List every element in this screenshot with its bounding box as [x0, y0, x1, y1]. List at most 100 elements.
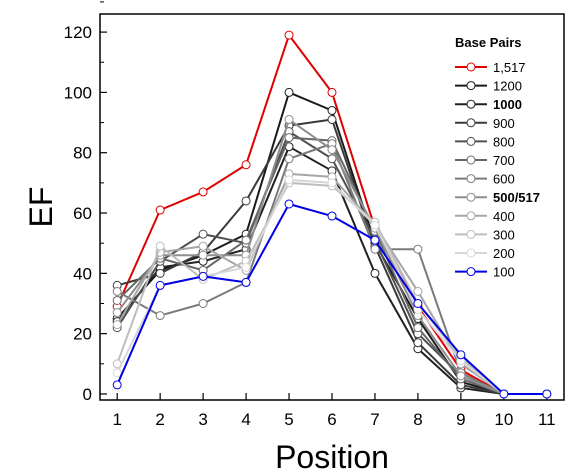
legend-label: 300	[493, 227, 515, 242]
data-point	[241, 235, 251, 245]
legend-label: 600	[493, 172, 515, 187]
x-tick-label: 10	[494, 410, 513, 429]
data-point	[284, 199, 294, 209]
data-point	[370, 220, 380, 230]
x-tick-label: 3	[198, 410, 207, 429]
y-axis-title: EF	[23, 187, 59, 228]
legend-label: 1200	[493, 79, 522, 94]
x-tick-label: 6	[327, 410, 336, 429]
data-point	[370, 268, 380, 278]
data-point	[112, 286, 122, 296]
data-point	[456, 371, 466, 381]
legend-label: 1,517	[493, 60, 526, 75]
data-point	[112, 320, 122, 330]
legend-item: 500/517	[455, 190, 540, 205]
legend-item: 100	[455, 265, 515, 280]
legend-swatch-marker	[466, 174, 476, 184]
data-point	[327, 178, 337, 188]
data-point	[284, 133, 294, 143]
legend-swatch-marker	[466, 99, 476, 109]
data-point	[241, 277, 251, 287]
legend-label: 400	[493, 209, 515, 224]
data-point	[413, 244, 423, 254]
data-point	[112, 380, 122, 390]
data-point	[284, 154, 294, 164]
x-tick-label: 1	[112, 410, 121, 429]
data-point	[327, 211, 337, 221]
legend: Base Pairs 1,517 1200 1000 900 800 700 600 500/5…	[446, 28, 563, 318]
data-point	[198, 229, 208, 239]
data-point	[284, 87, 294, 97]
legend-label: 900	[493, 116, 515, 131]
data-point	[241, 196, 251, 206]
legend-item: 700	[455, 153, 515, 168]
x-tick-label: 2	[155, 410, 164, 429]
legend-swatch-marker	[466, 155, 476, 165]
y-tick-label: 60	[73, 204, 92, 223]
legend-swatch-marker	[466, 81, 476, 91]
legend-label: 500/517	[493, 190, 540, 205]
data-point	[284, 115, 294, 125]
series-100	[112, 199, 552, 399]
data-point	[327, 106, 337, 115]
legend-swatch-marker	[466, 62, 476, 72]
data-point	[413, 338, 423, 348]
data-point	[155, 311, 165, 321]
data-point	[327, 115, 337, 125]
legend-item: 1200	[455, 79, 522, 94]
data-point	[284, 175, 294, 185]
y-tick-label: 40	[73, 264, 92, 283]
legend-item: 300	[455, 227, 515, 242]
legend-item: 400	[455, 209, 515, 224]
legend-swatch-marker	[466, 267, 476, 277]
data-point	[327, 87, 337, 97]
data-point	[198, 299, 208, 308]
x-tick-label: 8	[413, 410, 422, 429]
legend-swatch-marker	[466, 229, 476, 239]
data-point	[370, 244, 380, 254]
legend-swatch-marker	[466, 192, 476, 202]
data-point	[155, 268, 165, 278]
data-point	[198, 241, 208, 251]
data-point	[112, 368, 122, 378]
y-tick-label: 0	[83, 385, 92, 404]
y-tick-label: 100	[64, 83, 92, 102]
data-point	[112, 308, 122, 318]
legend-label: 100	[493, 265, 515, 280]
data-point	[112, 295, 122, 305]
data-point	[155, 241, 165, 251]
data-point	[413, 299, 423, 308]
y-tick-label: 80	[73, 144, 92, 163]
x-tick-label: 9	[456, 410, 465, 429]
data-point	[198, 271, 208, 281]
legend-swatch-marker	[466, 118, 476, 128]
data-point	[456, 350, 466, 360]
data-point	[198, 187, 208, 197]
data-point	[413, 286, 423, 296]
data-point	[198, 250, 208, 260]
x-tick-label: 11	[538, 410, 556, 429]
legend-item: 600	[455, 172, 515, 187]
legend-title: Base Pairs	[455, 35, 522, 50]
y-tick-label: 120	[64, 23, 92, 42]
legend-swatch-marker	[466, 211, 476, 221]
x-tick-label: 7	[370, 410, 379, 429]
legend-item: 200	[455, 246, 515, 261]
data-point	[499, 389, 509, 399]
legend-swatch-marker	[466, 136, 476, 146]
data-point	[284, 30, 294, 40]
data-point	[370, 235, 380, 245]
y-tick-label: 20	[73, 325, 92, 344]
legend-item: 1,517	[455, 60, 526, 75]
data-point	[542, 389, 552, 399]
data-point	[413, 323, 423, 333]
legend-label: 700	[493, 153, 515, 168]
data-point	[155, 205, 165, 215]
x-axis-title: Position	[275, 439, 389, 474]
legend-box	[446, 28, 563, 318]
data-point	[155, 280, 165, 290]
legend-label: 1000	[493, 97, 522, 112]
legend-swatch-marker	[466, 248, 476, 258]
